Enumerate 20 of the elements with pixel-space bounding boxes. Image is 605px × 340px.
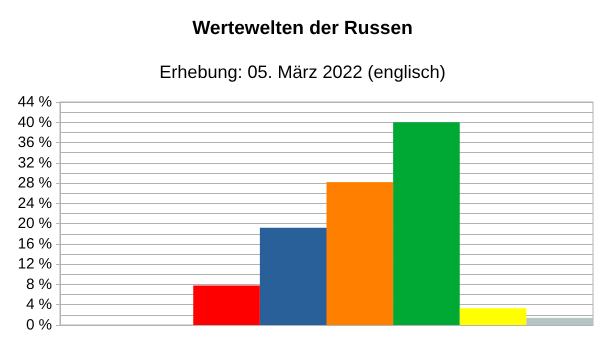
y-tick-label: 24 % — [18, 194, 52, 212]
y-tick-label: 16 % — [18, 235, 52, 252]
y-tick-label: 32 % — [18, 154, 52, 172]
y-tick-label: 44 % — [18, 94, 52, 110]
bar — [460, 308, 526, 325]
y-tick-label: 8 % — [26, 276, 52, 293]
bar — [326, 182, 394, 325]
y-tick-label: 12 % — [18, 256, 52, 273]
y-tick-label: 0 % — [26, 316, 52, 334]
y-tick-label: 28 % — [18, 174, 52, 192]
bar — [393, 122, 460, 325]
chart-subtitle: Erhebung: 05. März 2022 (englisch) — [159, 62, 446, 82]
y-tick-label: 20 % — [18, 215, 52, 232]
bar — [260, 228, 326, 325]
y-tick-label: 4 % — [26, 296, 52, 314]
y-tick-label: 40 % — [18, 114, 52, 131]
bar — [193, 285, 260, 325]
chart-title: Wertewelten der Russen — [192, 18, 413, 39]
bar — [526, 318, 593, 325]
y-tick-label: 36 % — [18, 134, 52, 152]
